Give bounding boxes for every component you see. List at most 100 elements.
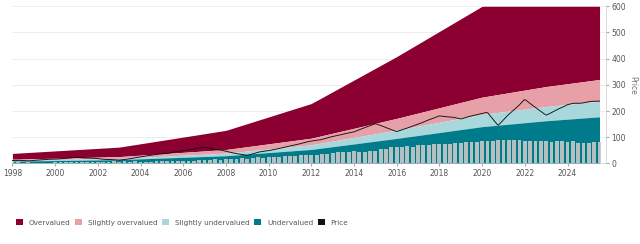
Bar bbox=[470, 142, 474, 163]
Bar bbox=[454, 142, 458, 163]
Bar bbox=[80, 162, 84, 163]
Bar bbox=[197, 160, 201, 163]
Bar bbox=[128, 162, 132, 163]
Bar bbox=[416, 145, 420, 163]
Bar bbox=[139, 162, 143, 163]
Bar bbox=[507, 140, 511, 163]
Bar bbox=[560, 141, 564, 163]
Bar bbox=[341, 152, 345, 163]
Bar bbox=[576, 142, 580, 163]
Bar bbox=[203, 160, 207, 163]
Bar bbox=[256, 157, 260, 163]
Bar bbox=[106, 162, 110, 163]
Bar bbox=[123, 161, 127, 163]
Bar bbox=[251, 158, 255, 163]
Bar bbox=[101, 162, 105, 163]
Bar bbox=[357, 152, 361, 163]
Bar bbox=[384, 149, 388, 163]
Bar bbox=[592, 142, 596, 163]
Bar bbox=[486, 141, 490, 163]
Bar bbox=[331, 153, 335, 163]
Bar bbox=[293, 156, 297, 163]
Bar bbox=[443, 144, 447, 163]
Bar bbox=[272, 157, 276, 163]
Bar bbox=[240, 158, 244, 163]
Bar bbox=[309, 155, 313, 163]
Bar bbox=[283, 156, 287, 163]
Bar bbox=[539, 141, 543, 163]
Bar bbox=[336, 152, 340, 163]
Bar bbox=[219, 160, 223, 163]
Bar bbox=[299, 155, 303, 163]
Bar bbox=[235, 159, 239, 163]
Bar bbox=[53, 162, 57, 163]
Y-axis label: Price: Price bbox=[628, 75, 637, 94]
Bar bbox=[571, 141, 575, 163]
Bar bbox=[347, 152, 351, 163]
Bar bbox=[496, 140, 500, 163]
Bar bbox=[352, 152, 356, 163]
Bar bbox=[96, 162, 100, 163]
Bar bbox=[261, 158, 265, 163]
Bar bbox=[491, 141, 495, 163]
Bar bbox=[304, 155, 308, 163]
Bar bbox=[133, 161, 137, 163]
Bar bbox=[160, 161, 164, 163]
Bar bbox=[518, 141, 522, 163]
Bar bbox=[288, 156, 292, 163]
Bar bbox=[411, 147, 415, 163]
Bar bbox=[502, 140, 506, 163]
Bar bbox=[74, 162, 78, 163]
Bar bbox=[432, 144, 436, 163]
Bar bbox=[406, 146, 410, 163]
Bar bbox=[165, 161, 169, 163]
Bar bbox=[550, 142, 554, 163]
Bar bbox=[90, 162, 94, 163]
Bar bbox=[64, 162, 68, 163]
Bar bbox=[192, 161, 196, 163]
Bar bbox=[10, 162, 14, 163]
Bar bbox=[224, 159, 228, 163]
Bar bbox=[400, 147, 404, 163]
Bar bbox=[69, 162, 73, 163]
Bar bbox=[16, 162, 20, 163]
Bar bbox=[528, 141, 532, 163]
Bar bbox=[26, 162, 30, 163]
Bar bbox=[438, 144, 442, 163]
Bar bbox=[149, 162, 153, 163]
Bar bbox=[176, 161, 180, 163]
Bar bbox=[395, 147, 399, 163]
Bar bbox=[368, 151, 372, 163]
Bar bbox=[555, 141, 559, 163]
Bar bbox=[267, 157, 271, 163]
Bar bbox=[277, 157, 281, 163]
Bar bbox=[213, 159, 217, 163]
Bar bbox=[587, 143, 591, 163]
Bar bbox=[320, 154, 324, 163]
Bar bbox=[427, 145, 431, 163]
Bar bbox=[480, 141, 484, 163]
Bar bbox=[155, 161, 159, 163]
Bar bbox=[598, 142, 602, 163]
Bar bbox=[464, 142, 468, 163]
Bar bbox=[566, 142, 570, 163]
Bar bbox=[363, 152, 367, 163]
Bar bbox=[390, 147, 394, 163]
Bar bbox=[229, 160, 233, 163]
Bar bbox=[379, 149, 383, 163]
Bar bbox=[448, 143, 452, 163]
Bar bbox=[171, 161, 175, 163]
Bar bbox=[144, 162, 148, 163]
Bar bbox=[325, 154, 329, 163]
Bar bbox=[544, 141, 548, 163]
Bar bbox=[117, 162, 121, 163]
Bar bbox=[112, 162, 116, 163]
Bar bbox=[315, 155, 319, 163]
Bar bbox=[475, 142, 479, 163]
Bar bbox=[523, 141, 527, 163]
Bar bbox=[85, 162, 89, 163]
Bar bbox=[208, 160, 212, 163]
Bar bbox=[459, 143, 463, 163]
Bar bbox=[373, 151, 377, 163]
Bar bbox=[534, 141, 538, 163]
